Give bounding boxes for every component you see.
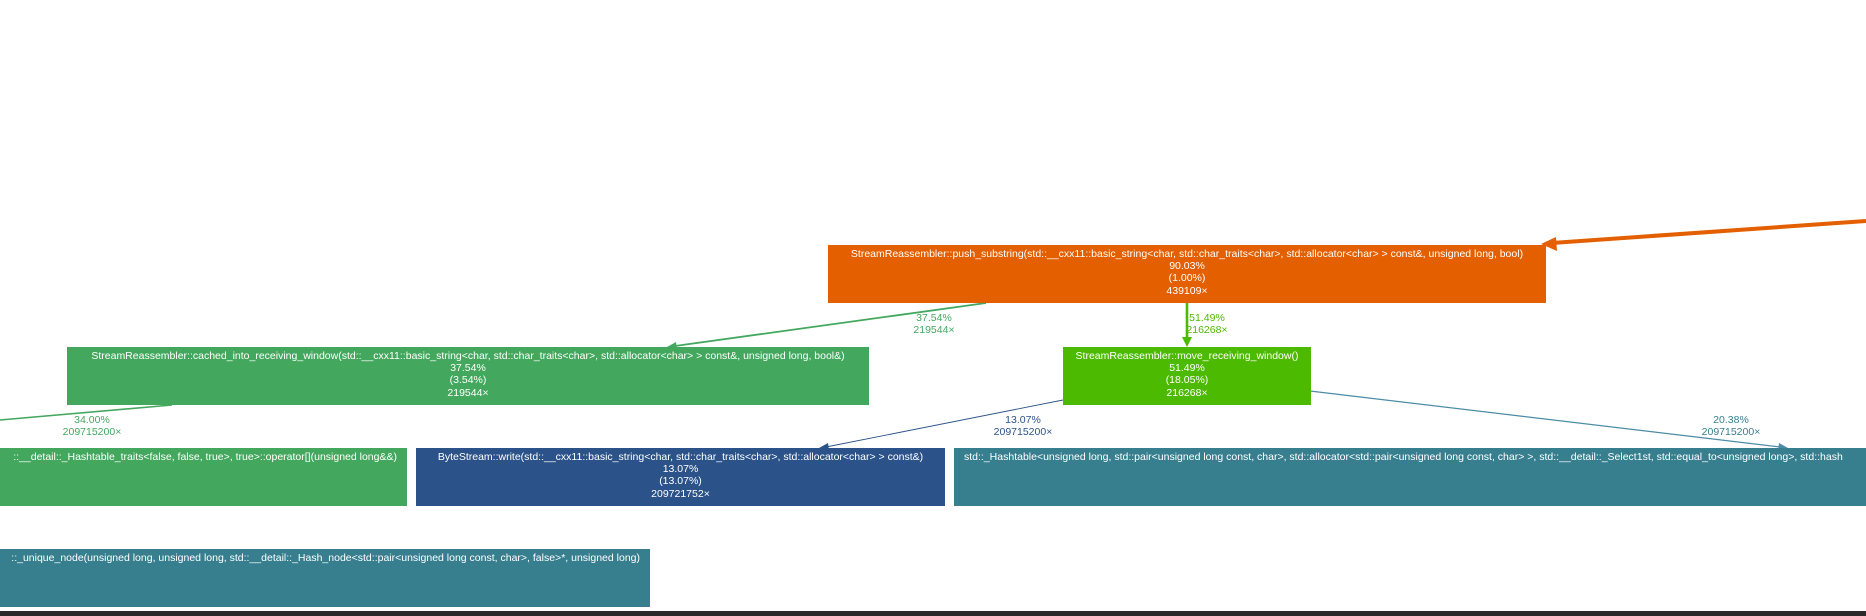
edge-label-cached-to-hashtable: 34.00% 209715200×	[63, 414, 122, 438]
node-function-name: ByteStream::write(std::__cxx11::basic_st…	[437, 451, 924, 463]
edge-arrowhead	[1182, 337, 1192, 347]
node-call-count: 209721752×	[651, 487, 710, 500]
node-total-percent: 37.54%	[450, 362, 486, 375]
node-hashtable-right[interactable]: std::_Hashtable<unsigned long, std::pair…	[954, 448, 1866, 506]
edge-percent: 51.49%	[1189, 312, 1225, 324]
edge-move-to-hashtable-right[interactable]	[1309, 390, 1781, 448]
edge-caller-to-push-substring[interactable]	[1551, 219, 1866, 245]
edge-call-count: 209715200×	[62, 426, 122, 438]
node-total-percent: 90.03%	[1169, 260, 1205, 273]
edge-percent: 37.54%	[916, 312, 952, 324]
edge-call-count: 219544×	[913, 324, 955, 336]
node-cached-into-receiving-window[interactable]: StreamReassembler::cached_into_receiving…	[67, 347, 869, 405]
edge-arrowhead	[1541, 237, 1557, 251]
edge-percent: 34.00%	[74, 414, 110, 426]
node-hashtable-operator-index[interactable]: ::__detail::_Hashtable_traits<false, fal…	[0, 448, 407, 506]
node-bytestream-write[interactable]: ByteStream::write(std::__cxx11::basic_st…	[416, 448, 945, 506]
edge-label-move-to-write: 13.07% 209715200×	[994, 414, 1053, 438]
node-self-percent: (13.07%)	[659, 475, 702, 488]
edge-percent: 13.07%	[1005, 414, 1041, 426]
edge-call-count: 209715200×	[1701, 426, 1761, 438]
node-function-name: ::__detail::_Hashtable_traits<false, fal…	[13, 451, 397, 463]
node-insert-unique-node[interactable]: ::_unique_node(unsigned long, unsigned l…	[0, 549, 650, 607]
node-call-count: 216268×	[1166, 386, 1208, 399]
node-self-percent: (18.05%)	[1165, 374, 1209, 387]
node-move-receiving-window[interactable]: StreamReassembler::move_receiving_window…	[1063, 347, 1311, 405]
edge-move-to-write[interactable]	[825, 399, 1064, 448]
edge-label-push-to-move: 51.49% 216268×	[1186, 312, 1227, 336]
node-function-name: ::_unique_node(unsigned long, unsigned l…	[11, 552, 640, 564]
edge-percent: 20.38%	[1713, 414, 1749, 426]
horizontal-scrollbar[interactable]	[0, 611, 1866, 616]
edge-label-move-to-hashtable-right: 20.38% 209715200×	[1702, 414, 1761, 438]
node-total-percent: 13.07%	[662, 463, 699, 476]
edge-call-count: 216268×	[1186, 324, 1228, 336]
edge-push-to-cached[interactable]	[674, 302, 987, 347]
node-call-count: 219544×	[447, 386, 489, 399]
node-self-percent: (1.00%)	[1168, 272, 1206, 285]
node-call-count: 439109×	[1166, 284, 1208, 297]
edge-label-push-to-cached: 37.54% 219544×	[913, 312, 954, 336]
node-total-percent: 51.49%	[1169, 362, 1205, 375]
node-push-substring[interactable]: StreamReassembler::push_substring(std::_…	[828, 245, 1546, 303]
node-function-name: StreamReassembler::push_substring(std::_…	[850, 248, 1524, 260]
edge-call-count: 209715200×	[993, 426, 1053, 438]
node-function-name: std::_Hashtable<unsigned long, std::pair…	[964, 451, 1843, 463]
edge-cached-to-hashtable[interactable]	[0, 404, 173, 421]
node-function-name: StreamReassembler::cached_into_receiving…	[91, 350, 845, 362]
node-function-name: StreamReassembler::move_receiving_window…	[1075, 350, 1299, 362]
node-self-percent: (3.54%)	[449, 374, 487, 387]
